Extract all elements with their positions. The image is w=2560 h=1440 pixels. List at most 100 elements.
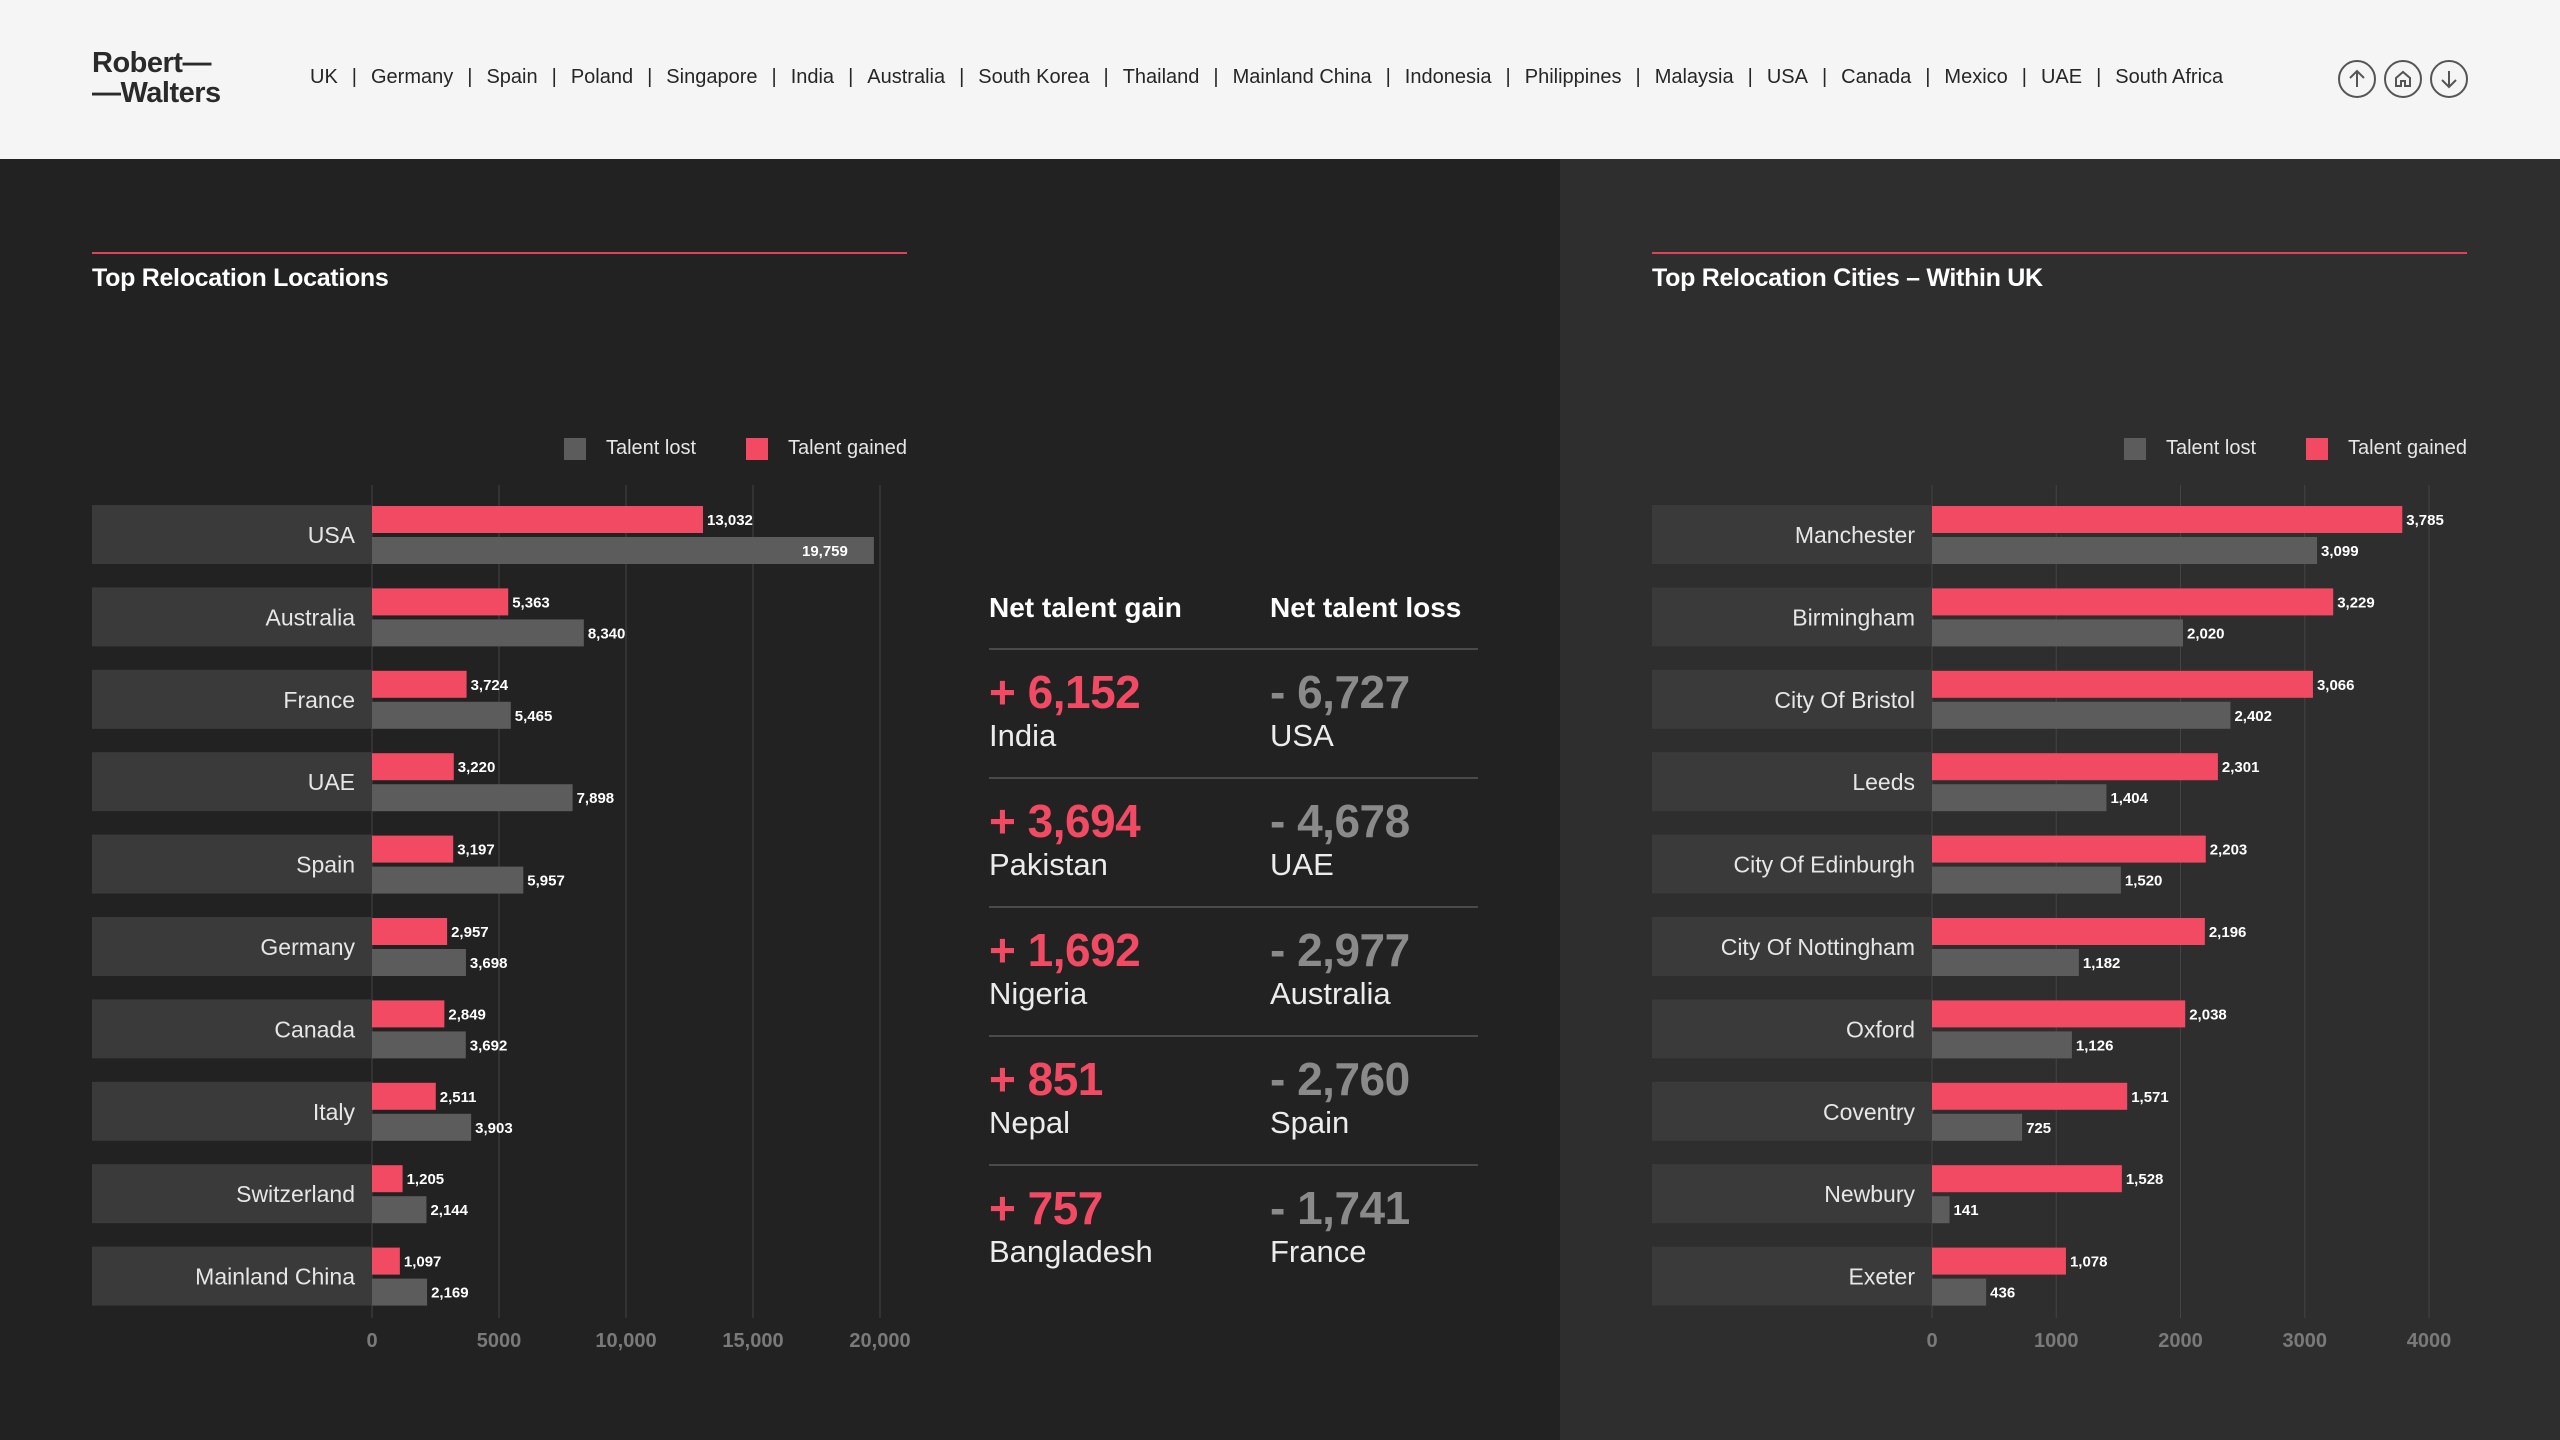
net-gain-value: + 1,692	[989, 924, 1141, 976]
home-circle-icon[interactable]	[2384, 60, 2422, 98]
category-label: Mainland China	[195, 1264, 355, 1290]
nav-item-uae[interactable]: UAE	[2040, 66, 2083, 88]
nav-separator: |	[848, 66, 854, 88]
nav-separator: |	[1505, 66, 1511, 88]
nav-item-mexico[interactable]: Mexico	[1944, 66, 2008, 88]
nav-item-uk[interactable]: UK	[310, 66, 338, 88]
bar-talent-gained	[372, 506, 704, 533]
value-label-lost: 3,692	[470, 1037, 508, 1054]
nav-item-germany[interactable]: Germany	[371, 66, 454, 88]
category-label-box	[92, 1164, 372, 1224]
value-label-lost: 1,520	[2125, 873, 2163, 890]
value-label-gained: 1,097	[404, 1254, 442, 1271]
net-loss-country: UAE	[1270, 847, 1334, 882]
bar-talent-gained	[372, 1247, 400, 1275]
value-label-lost: 725	[2026, 1120, 2051, 1137]
nav-item-australia[interactable]: Australia	[867, 66, 946, 88]
value-label-gained: 3,197	[457, 842, 495, 859]
category-label-box	[92, 1246, 372, 1306]
nav-separator: |	[1635, 66, 1641, 88]
nav-separator: |	[1213, 66, 1219, 88]
nav-separator: |	[771, 66, 777, 88]
bar-talent-lost	[1932, 1113, 2023, 1141]
x-tick-label: 15,000	[722, 1330, 783, 1352]
net-loss-cell: - 2,977 Australia	[1270, 924, 1478, 1035]
category-label: France	[283, 687, 355, 713]
value-label-gained: 2,203	[2210, 842, 2248, 859]
net-gain-value: + 6,152	[989, 666, 1141, 718]
value-label-lost: 2,169	[431, 1285, 469, 1302]
bar-talent-lost	[372, 1196, 427, 1224]
nav-item-mainland-china[interactable]: Mainland China	[1232, 66, 1372, 88]
category-label-box	[92, 999, 372, 1059]
net-talent-row: + 757 Bangladesh - 1,741 France	[989, 1164, 1478, 1293]
bar-talent-lost	[372, 1278, 428, 1306]
nav-item-indonesia[interactable]: Indonesia	[1404, 66, 1492, 88]
bar-talent-gained	[372, 1165, 403, 1193]
value-label-lost: 3,903	[475, 1120, 513, 1137]
value-label-lost: 19,759	[802, 543, 848, 560]
value-label-lost: 436	[1990, 1285, 2015, 1302]
value-label-gained: 13,032	[707, 512, 753, 529]
nav-item-poland[interactable]: Poland	[570, 66, 634, 88]
bar-talent-gained	[1932, 1082, 2128, 1110]
category-label: USA	[308, 522, 356, 548]
value-label-lost: 141	[1954, 1202, 1979, 1219]
nav-separator: |	[647, 66, 653, 88]
arrow-up-circle-icon[interactable]	[2338, 60, 2376, 98]
country-nav: UK | Germany | Spain | Poland | Singapore | India |…	[310, 66, 2223, 89]
category-label-box	[1652, 752, 1932, 812]
nav-item-usa[interactable]: USA	[1766, 66, 1808, 88]
nav-item-spain[interactable]: Spain	[486, 66, 538, 88]
category-label-box	[1652, 999, 1932, 1059]
value-label-gained: 1,571	[2131, 1089, 2169, 1106]
bar-talent-lost	[372, 701, 511, 729]
arrow-down-circle-icon[interactable]	[2430, 60, 2468, 98]
value-label-lost: 2,020	[2187, 625, 2225, 642]
bar-talent-lost	[372, 1031, 466, 1059]
legend-lost-label: Talent lost	[2165, 437, 2257, 459]
x-tick-label: 10,000	[595, 1330, 656, 1352]
bar-talent-gained	[372, 753, 454, 781]
net-loss-value: - 6,727	[1270, 666, 1410, 718]
legend-lost-swatch	[2123, 437, 2146, 460]
nav-item-south-korea[interactable]: South Korea	[978, 66, 1090, 88]
legend-gained-label: Talent gained	[2348, 437, 2467, 459]
net-talent-row: + 6,152 India - 6,727 USA	[989, 648, 1478, 777]
nav-item-singapore[interactable]: Singapore	[666, 66, 758, 88]
net-gain-country: Nigeria	[989, 976, 1088, 1011]
legend-gained-label: Talent gained	[788, 437, 907, 459]
legend-lost-swatch	[563, 437, 586, 460]
bar-talent-gained	[1932, 1000, 2186, 1028]
value-label-lost: 5,957	[527, 873, 565, 890]
robert-walters-logo[interactable]: Robert— —Walters	[92, 48, 221, 108]
x-tick-label: 20,000	[849, 1330, 910, 1352]
nav-item-thailand[interactable]: Thailand	[1122, 66, 1200, 88]
cities-title: Top Relocation Cities – Within UK	[1652, 264, 2043, 292]
net-loss-header: Net talent loss	[1270, 592, 1462, 623]
net-gain-country: Bangladesh	[989, 1234, 1153, 1269]
nav-item-india[interactable]: India	[790, 66, 835, 88]
net-gain-header: Net talent gain	[989, 592, 1182, 623]
bar-talent-gained	[1932, 506, 2403, 533]
top-navigation-bar: Robert— —Walters UK | Germany | Spain | Poland…	[0, 0, 2560, 159]
net-loss-cell: - 6,727 USA	[1270, 666, 1478, 777]
value-label-lost: 5,465	[515, 708, 553, 725]
nav-separator: |	[467, 66, 473, 88]
value-label-lost: 2,402	[2234, 708, 2272, 725]
bar-talent-gained	[372, 918, 448, 945]
value-label-lost: 3,099	[2321, 543, 2359, 560]
net-loss-country: France	[1270, 1234, 1367, 1269]
nav-item-philippines[interactable]: Philippines	[1524, 66, 1622, 88]
nav-item-canada[interactable]: Canada	[1841, 66, 1912, 88]
logo-line-2: —Walters	[92, 77, 221, 109]
bar-talent-lost	[1932, 1278, 1987, 1306]
nav-item-malaysia[interactable]: Malaysia	[1654, 66, 1734, 88]
x-tick-label: 2000	[2158, 1330, 2203, 1352]
nav-item-south-africa[interactable]: South Africa	[2115, 66, 2224, 88]
category-label-box	[92, 505, 372, 564]
bar-talent-gained	[1932, 753, 2218, 781]
category-label: City Of Edinburgh	[1733, 852, 1915, 878]
bar-talent-lost	[372, 784, 573, 812]
category-label-box	[1652, 917, 1932, 976]
